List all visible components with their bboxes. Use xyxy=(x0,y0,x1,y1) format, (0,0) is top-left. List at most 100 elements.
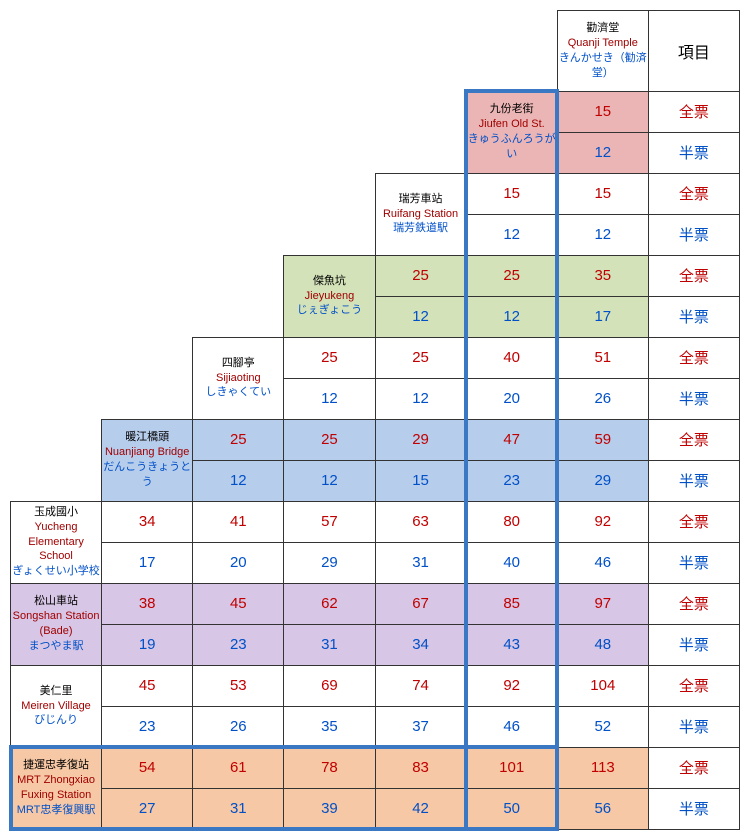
station-mrt: 捷運忠孝復站MRT Zhongxiao Fuxing StationMRT忠孝復… xyxy=(11,747,102,829)
station-jp: びじんり xyxy=(12,713,100,728)
full-label: 全票 xyxy=(648,91,739,132)
half-label: 半票 xyxy=(648,214,739,255)
full-label: 全票 xyxy=(648,665,739,706)
station-quanji: 勸濟堂Quanji Templeきんかせき（勧済堂） xyxy=(557,11,648,92)
station-jp: じぇぎょこう xyxy=(285,303,373,318)
fare-cell: 26 xyxy=(193,706,284,747)
fare-cell: 61 xyxy=(193,747,284,788)
fare-cell: 85 xyxy=(466,583,557,624)
fare-cell: 15 xyxy=(557,173,648,214)
fare-table: 勸濟堂Quanji Templeきんかせき（勧済堂）項目九份老街Jiufen O… xyxy=(10,10,740,830)
fare-cell: 40 xyxy=(466,542,557,583)
fare-cell: 80 xyxy=(466,501,557,542)
fare-cell: 46 xyxy=(466,706,557,747)
fare-cell: 27 xyxy=(102,788,193,829)
station-cn: 松山車站 xyxy=(12,594,100,609)
fare-cell: 31 xyxy=(284,624,375,665)
fare-cell: 25 xyxy=(284,419,375,460)
fare-cell: 12 xyxy=(284,378,375,419)
fare-cell: 12 xyxy=(375,296,466,337)
fare-cell: 74 xyxy=(375,665,466,706)
fare-cell: 12 xyxy=(284,460,375,501)
half-label: 半票 xyxy=(648,788,739,829)
fare-cell: 12 xyxy=(375,378,466,419)
fare-cell: 20 xyxy=(193,542,284,583)
station-jp: MRT忠孝復興駅 xyxy=(12,803,100,818)
fare-cell: 38 xyxy=(102,583,193,624)
station-cn: 玉成國小 xyxy=(12,505,100,520)
half-label: 半票 xyxy=(648,378,739,419)
fare-cell: 47 xyxy=(466,419,557,460)
station-jp: だんこうきょうとう xyxy=(103,460,191,490)
fare-cell: 63 xyxy=(375,501,466,542)
fare-cell: 15 xyxy=(557,91,648,132)
fare-cell: 25 xyxy=(193,419,284,460)
station-jiufen: 九份老街Jiufen Old St.きゅうふんろうがい xyxy=(466,91,557,173)
fare-cell: 31 xyxy=(375,542,466,583)
station-jieyukeng: 傑魚坑Jieyukengじぇぎょこう xyxy=(284,255,375,337)
fare-cell: 29 xyxy=(284,542,375,583)
fare-cell: 12 xyxy=(193,460,284,501)
fare-cell: 35 xyxy=(284,706,375,747)
station-cn: 瑞芳車站 xyxy=(377,192,465,207)
fare-cell: 41 xyxy=(193,501,284,542)
fare-cell: 12 xyxy=(466,214,557,255)
fare-cell: 26 xyxy=(557,378,648,419)
fare-cell: 23 xyxy=(102,706,193,747)
fare-cell: 69 xyxy=(284,665,375,706)
fare-cell: 34 xyxy=(375,624,466,665)
fare-cell: 12 xyxy=(466,296,557,337)
fare-cell: 45 xyxy=(193,583,284,624)
station-cn: 暖江橋頭 xyxy=(103,430,191,445)
fare-cell: 67 xyxy=(375,583,466,624)
station-en: Jieyukeng xyxy=(285,289,373,304)
fare-cell: 78 xyxy=(284,747,375,788)
fare-cell: 92 xyxy=(466,665,557,706)
fare-cell: 17 xyxy=(102,542,193,583)
station-jp: まつやま駅 xyxy=(12,639,100,654)
fare-cell: 12 xyxy=(557,214,648,255)
station-en: Ruifang Station xyxy=(377,207,465,222)
fare-cell: 23 xyxy=(466,460,557,501)
station-cn: 九份老街 xyxy=(468,102,556,117)
fare-cell: 34 xyxy=(102,501,193,542)
station-en: Quanji Temple xyxy=(559,36,647,51)
full-label: 全票 xyxy=(648,337,739,378)
station-cn: 捷運忠孝復站 xyxy=(12,758,100,773)
half-label: 半票 xyxy=(648,706,739,747)
fare-cell: 43 xyxy=(466,624,557,665)
fare-cell: 42 xyxy=(375,788,466,829)
full-label: 全票 xyxy=(648,583,739,624)
station-en: Nuanjiang Bridge xyxy=(103,445,191,460)
half-label: 半票 xyxy=(648,542,739,583)
fare-cell: 25 xyxy=(466,255,557,296)
fare-cell: 31 xyxy=(193,788,284,829)
fare-cell: 39 xyxy=(284,788,375,829)
fare-cell: 45 xyxy=(102,665,193,706)
station-en: Yucheng Elementary School xyxy=(12,520,100,565)
half-label: 半票 xyxy=(648,624,739,665)
item-header: 項目 xyxy=(648,11,739,92)
station-sijiaoting: 四腳亭Sijiaotingしきゃくてい xyxy=(193,337,284,419)
fare-cell: 12 xyxy=(557,132,648,173)
fare-cell: 56 xyxy=(557,788,648,829)
fare-cell: 92 xyxy=(557,501,648,542)
station-ruifang: 瑞芳車站Ruifang Station瑞芳鉄道駅 xyxy=(375,173,466,255)
full-label: 全票 xyxy=(648,173,739,214)
station-en: Sijiaoting xyxy=(194,371,282,386)
fare-cell: 50 xyxy=(466,788,557,829)
station-jp: きゅうふんろうがい xyxy=(468,132,556,162)
station-en: MRT Zhongxiao Fuxing Station xyxy=(12,773,100,803)
fare-cell: 46 xyxy=(557,542,648,583)
station-cn: 美仁里 xyxy=(12,684,100,699)
fare-cell: 53 xyxy=(193,665,284,706)
full-label: 全票 xyxy=(648,501,739,542)
fare-cell: 97 xyxy=(557,583,648,624)
fare-cell: 23 xyxy=(193,624,284,665)
fare-cell: 37 xyxy=(375,706,466,747)
fare-cell: 25 xyxy=(375,255,466,296)
fare-table-container: 勸濟堂Quanji Templeきんかせき（勧済堂）項目九份老街Jiufen O… xyxy=(10,10,740,830)
fare-cell: 83 xyxy=(375,747,466,788)
fare-cell: 17 xyxy=(557,296,648,337)
station-cn: 勸濟堂 xyxy=(559,21,647,36)
